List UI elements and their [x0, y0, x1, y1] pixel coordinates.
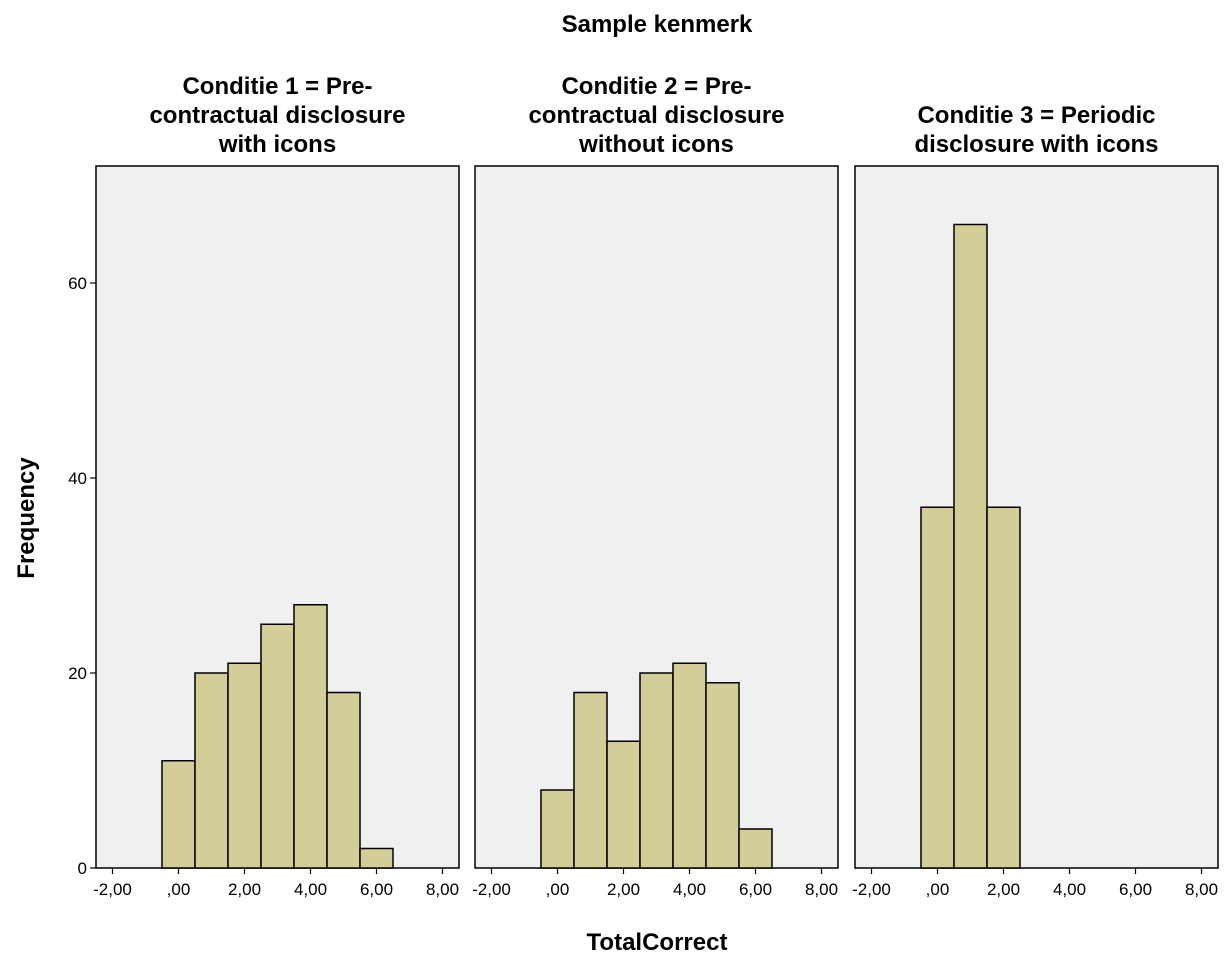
histogram-bar: [920, 506, 955, 869]
y-tick-label: 0: [78, 859, 87, 878]
x-tick-label: -2,00: [93, 880, 132, 899]
x-tick-label: -2,00: [852, 880, 891, 899]
x-tick-label: 8,00: [805, 880, 838, 899]
x-tick-label: 4,00: [1053, 880, 1086, 899]
panel-title-line: without icons: [578, 131, 734, 158]
x-tick-label: ,00: [167, 880, 191, 899]
histogram-bar: [194, 672, 229, 869]
x-axis-label: TotalCorrect: [587, 929, 728, 956]
histogram-bar: [639, 672, 674, 869]
x-tick-label: 4,00: [673, 880, 706, 899]
panel-title-line: contractual disclosure: [528, 102, 784, 129]
panel-title-line: Conditie 1 = Pre-: [182, 73, 372, 100]
histogram-bar: [738, 828, 773, 869]
x-tick-label: 2,00: [987, 880, 1020, 899]
panel-title-line: Conditie 2 = Pre-: [561, 73, 751, 100]
histogram-bar: [359, 847, 394, 869]
histogram-bar: [705, 682, 740, 869]
chart-title: Sample kenmerk: [562, 11, 753, 38]
y-tick-label: 40: [68, 469, 87, 488]
y-tick-label: 60: [68, 274, 87, 293]
panel-2: Conditie 2 = Pre-contractual disclosurew…: [472, 73, 839, 899]
x-tick-label: ,00: [926, 880, 950, 899]
x-tick-label: 2,00: [228, 880, 261, 899]
x-tick-label: 4,00: [294, 880, 327, 899]
panel-background: [854, 165, 1219, 869]
panel-1: Conditie 1 = Pre-contractual disclosurew…: [93, 73, 460, 899]
histogram-bar: [573, 691, 608, 869]
histogram-bar: [161, 760, 196, 869]
x-tick-label: 6,00: [739, 880, 772, 899]
histogram-bar: [227, 662, 262, 869]
x-tick-label: 6,00: [360, 880, 393, 899]
panel-title-line: Conditie 3 = Periodic: [917, 102, 1155, 129]
x-tick-label: 6,00: [1119, 880, 1152, 899]
histogram-bar: [540, 789, 575, 869]
y-tick-label: 20: [68, 664, 87, 683]
panel-title-line: disclosure with icons: [914, 131, 1158, 158]
panels-group: Conditie 1 = Pre-contractual disclosurew…: [68, 73, 1219, 899]
x-tick-label: 2,00: [607, 880, 640, 899]
histogram-bar: [326, 691, 361, 869]
histogram-bar: [672, 662, 707, 869]
x-tick-label: 8,00: [1185, 880, 1218, 899]
panel-title-line: with icons: [218, 131, 336, 158]
panel-title-line: contractual disclosure: [149, 102, 405, 129]
histogram-bar: [293, 604, 328, 869]
x-tick-label: ,00: [546, 880, 570, 899]
histogram-bar: [260, 623, 295, 869]
histogram-bar: [606, 740, 641, 869]
x-tick-label: -2,00: [472, 880, 511, 899]
histogram-bar: [953, 223, 988, 869]
x-tick-label: 8,00: [426, 880, 459, 899]
histogram-bar: [986, 506, 1021, 869]
y-axis-label: Frequency: [13, 457, 40, 579]
